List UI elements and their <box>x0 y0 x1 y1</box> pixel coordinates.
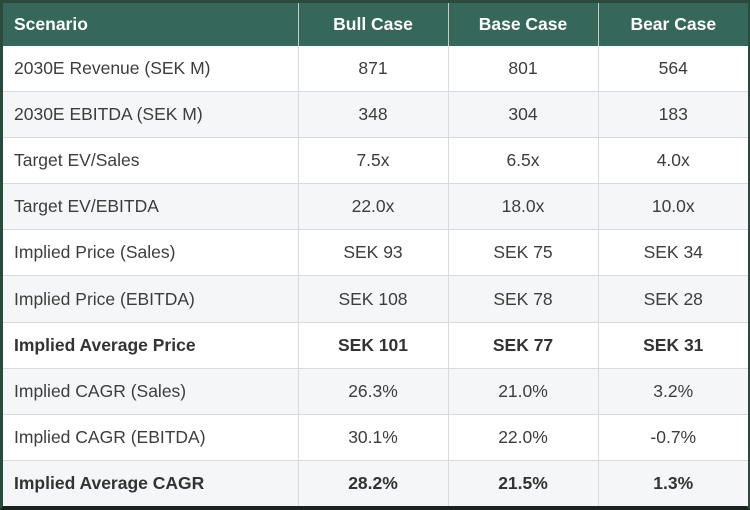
table-cell: SEK 75 <box>447 229 598 276</box>
table-cell: -0.7% <box>597 413 748 461</box>
table-cell: 564 <box>597 46 748 92</box>
table-cell: 801 <box>447 46 598 92</box>
table-row: Implied Price (Sales) SEK 93 SEK 75 SEK … <box>3 229 748 276</box>
table-cell: 28.2% <box>297 459 448 506</box>
table-cell: 10.0x <box>597 183 748 230</box>
column-header-base-case: Base Case <box>447 3 598 46</box>
table-cell: 21.5% <box>447 459 598 506</box>
header-row: Scenario Bull Case Base Case Bear Case <box>3 3 748 46</box>
table-row: Implied CAGR (Sales) 26.3% 21.0% 3.2% <box>3 367 748 415</box>
table-cell: 26.3% <box>297 367 448 415</box>
row-label: Implied CAGR (EBITDA) <box>3 413 298 461</box>
table-cell: SEK 108 <box>297 275 448 323</box>
row-label: Implied Price (EBITDA) <box>3 275 298 323</box>
table-cell: SEK 34 <box>597 229 748 276</box>
table-cell: 22.0x <box>297 183 448 230</box>
row-label: Implied CAGR (Sales) <box>3 367 298 415</box>
row-label: 2030E EBITDA (SEK M) <box>3 91 298 138</box>
table-cell: SEK 101 <box>297 321 448 369</box>
table-cell: 871 <box>297 46 448 92</box>
table-row: 2030E EBITDA (SEK M) 348 304 183 <box>3 91 748 138</box>
table-cell: 1.3% <box>597 459 748 506</box>
table-row: Target EV/EBITDA 22.0x 18.0x 10.0x <box>3 183 748 230</box>
table-cell: 18.0x <box>447 183 598 230</box>
table-cell: 4.0x <box>597 137 748 184</box>
table-cell: SEK 31 <box>597 321 748 369</box>
table-cell: 183 <box>597 91 748 138</box>
table-row-summary: Implied Average CAGR 28.2% 21.5% 1.3% <box>3 459 748 506</box>
table-cell: SEK 93 <box>297 229 448 276</box>
table-body: 2030E Revenue (SEK M) 871 801 564 2030E … <box>3 46 748 506</box>
row-label: Target EV/EBITDA <box>3 183 298 230</box>
table-cell: 304 <box>447 91 598 138</box>
table-row: 2030E Revenue (SEK M) 871 801 564 <box>3 46 748 92</box>
table-cell: SEK 78 <box>447 275 598 323</box>
row-label: Implied Average Price <box>3 321 298 369</box>
row-label: Implied Average CAGR <box>3 459 298 506</box>
table-cell: 30.1% <box>297 413 448 461</box>
table-cell: 3.2% <box>597 367 748 415</box>
row-label: Target EV/Sales <box>3 137 298 184</box>
table-cell: 6.5x <box>447 137 598 184</box>
table-row: Target EV/Sales 7.5x 6.5x 4.0x <box>3 137 748 184</box>
table-row: Implied Price (EBITDA) SEK 108 SEK 78 SE… <box>3 275 748 323</box>
column-header-bull-case: Bull Case <box>297 3 448 46</box>
scenario-table: Scenario Bull Case Base Case Bear Case 2… <box>3 3 748 506</box>
table-cell: 348 <box>297 91 448 138</box>
table-cell: SEK 28 <box>597 275 748 323</box>
table-header: Scenario Bull Case Base Case Bear Case <box>3 3 748 46</box>
table-row: Implied CAGR (EBITDA) 30.1% 22.0% -0.7% <box>3 413 748 461</box>
table-row-summary: Implied Average Price SEK 101 SEK 77 SEK… <box>3 321 748 369</box>
table-cell: 22.0% <box>447 413 598 461</box>
column-header-bear-case: Bear Case <box>597 3 748 46</box>
table-cell: 21.0% <box>447 367 598 415</box>
row-label: 2030E Revenue (SEK M) <box>3 46 298 92</box>
row-label: Implied Price (Sales) <box>3 229 298 276</box>
table-cell: 7.5x <box>297 137 448 184</box>
table-cell: SEK 77 <box>447 321 598 369</box>
column-header-scenario: Scenario <box>3 3 298 46</box>
